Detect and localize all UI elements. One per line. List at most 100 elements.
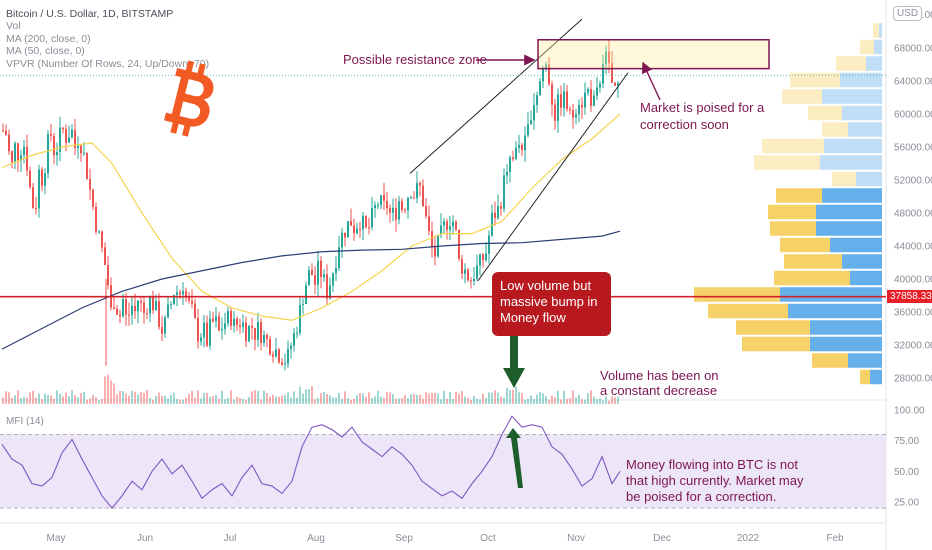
volume-bar <box>11 397 13 404</box>
vpvr-down-bar <box>742 336 810 352</box>
candle-body <box>194 303 196 318</box>
candle-body <box>2 130 4 132</box>
candle-body <box>131 305 133 315</box>
price-tick-label: 60000.00 <box>894 110 932 121</box>
candle-body <box>455 221 457 230</box>
volume-bar <box>383 397 385 404</box>
candle-body <box>215 316 217 322</box>
volume-bar <box>428 393 430 404</box>
candle-body <box>299 304 301 333</box>
candle-body <box>203 322 205 338</box>
candle-body <box>611 63 613 83</box>
resistance-label: Possible resistance zone <box>343 52 487 67</box>
candle-body <box>62 127 64 130</box>
volume-bar <box>269 396 271 404</box>
candle-body <box>266 334 268 339</box>
volume-bar <box>395 398 397 404</box>
candle-body <box>167 304 169 318</box>
candle-body <box>137 300 139 312</box>
chart-legend: Bitcoin / U.S. Dollar, 1D, BITSTAMP Vol … <box>6 8 209 70</box>
volume-bar <box>575 397 577 404</box>
volume-bar <box>590 390 592 404</box>
candle-body <box>101 231 103 248</box>
candle-body <box>398 201 400 220</box>
candle-body <box>467 269 469 281</box>
candle-body <box>236 318 238 326</box>
volume-bar <box>398 398 400 404</box>
candle-body <box>275 349 277 357</box>
candle-body <box>77 145 79 148</box>
candle-body <box>71 129 73 138</box>
volume-bar <box>275 396 277 404</box>
volume-bar <box>8 392 10 404</box>
axes: 28000.00 32000.00 36000.00 40000.00 44000.00… <box>6 10 932 544</box>
candle-body <box>617 83 619 86</box>
volume-bar <box>272 394 274 404</box>
volume-bar <box>437 393 439 404</box>
vpvr-up-bar <box>850 270 882 286</box>
volume-bar <box>425 392 427 404</box>
volume-bar <box>617 396 619 404</box>
volume-bar <box>521 393 523 404</box>
legend-vpvr[interactable]: VPVR (Number Of Rows, 24, Up/Down, 70) <box>6 57 210 70</box>
volume-bar <box>245 399 247 404</box>
candle-body <box>374 205 376 209</box>
time-tick-label: Jun <box>137 533 153 544</box>
candle-body <box>245 322 247 342</box>
legend-ma200[interactable]: MA (200, close, 0) <box>6 32 91 45</box>
volume-bar <box>413 393 415 404</box>
candle-body <box>116 308 118 315</box>
candle-body <box>476 265 478 279</box>
candle-body <box>20 155 22 161</box>
volume-bar <box>203 392 205 404</box>
volume-bar <box>197 390 199 404</box>
currency-selector[interactable]: USD <box>893 6 923 21</box>
volume-bar <box>191 390 193 404</box>
candle-body <box>554 104 556 121</box>
candle-body <box>560 94 562 108</box>
volume-bar <box>41 399 43 404</box>
green-mfi-arrow <box>506 428 523 488</box>
candle-body <box>530 120 532 125</box>
candle-body <box>557 94 559 121</box>
volume-bar <box>89 398 91 404</box>
volume-bar <box>374 396 376 404</box>
candle-body <box>596 87 598 96</box>
candle-body <box>188 297 190 301</box>
resistance-zone-box <box>537 39 770 70</box>
candle-body <box>86 152 88 179</box>
volume-bar <box>59 393 61 404</box>
candle-body <box>509 157 511 172</box>
candle-body <box>212 318 214 322</box>
candle-body <box>221 329 223 331</box>
volume-bar <box>137 394 139 404</box>
candle-body <box>68 137 70 143</box>
volume-bar <box>92 395 94 404</box>
legend-vol[interactable]: Vol <box>6 20 21 33</box>
volume-bar <box>305 389 307 404</box>
mfi-tick-label: 100.00 <box>894 406 925 417</box>
volume-bar <box>338 392 340 404</box>
candle-body <box>587 88 589 93</box>
candle-body <box>563 91 565 108</box>
volume-bar <box>491 392 493 404</box>
volume-bar <box>461 390 463 404</box>
candle-body <box>239 325 241 327</box>
candle-body <box>479 254 481 266</box>
volume-bar <box>482 393 484 404</box>
volume-bar <box>161 396 163 404</box>
channel-lower-line <box>477 72 629 281</box>
legend-ma50[interactable]: MA (50, close, 0) <box>6 45 85 58</box>
volume-bar <box>308 389 310 404</box>
symbol-title[interactable]: Bitcoin / U.S. Dollar, 1D, BITSTAMP <box>6 8 174 20</box>
candle-body <box>473 278 475 282</box>
volume-bar <box>56 390 58 404</box>
ma50-line <box>1 113 621 321</box>
vpvr-down-bar <box>762 138 824 154</box>
volume-bar <box>359 393 361 404</box>
volume-bar <box>149 398 151 404</box>
candle-body <box>305 285 307 305</box>
green-arrow-head <box>503 368 525 388</box>
candle-body <box>491 212 493 236</box>
volume-bar <box>515 386 517 404</box>
